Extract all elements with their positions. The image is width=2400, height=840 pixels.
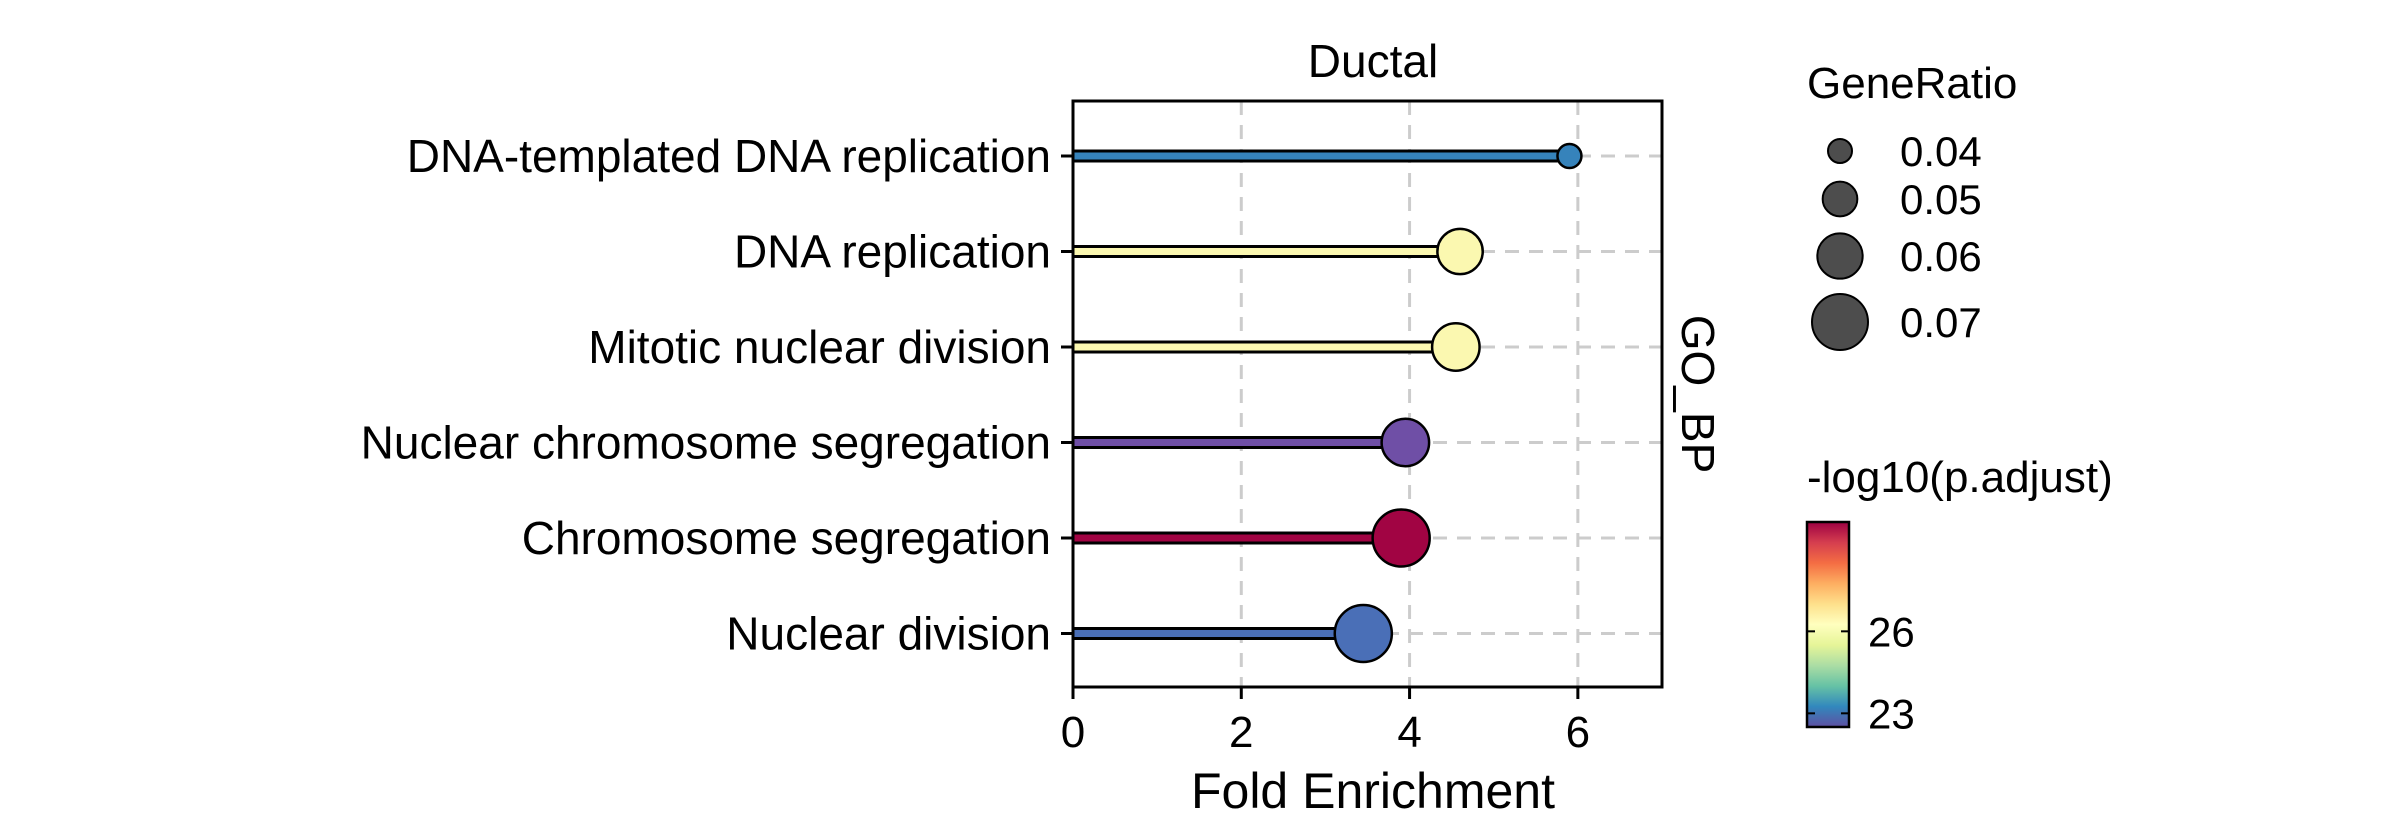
y-tick-label: Nuclear division <box>726 608 1051 660</box>
lollipop-stem <box>1071 627 1365 640</box>
grid-lines <box>1073 101 1662 687</box>
color-legend-title: -log10(p.adjust) <box>1807 453 2113 502</box>
lollipop-point <box>1380 417 1431 468</box>
x-tick-label: 0 <box>1061 708 1085 757</box>
size-legend-key <box>1811 293 1869 351</box>
size-legend-key <box>1816 232 1864 280</box>
lollipop-point <box>1371 508 1431 568</box>
colorbar <box>1805 520 1851 729</box>
lollipop-stems <box>1071 149 1571 640</box>
y-tick-label: Mitotic nuclear division <box>588 321 1051 373</box>
lollipop-point <box>1436 227 1484 276</box>
size-legend-key <box>1827 138 1853 164</box>
size-legend-label: 0.07 <box>1900 299 1982 346</box>
size-legend-title: GeneRatio <box>1807 59 2017 108</box>
x-tick-label: 4 <box>1397 708 1421 757</box>
y-tick-label: Nuclear chromosome segregation <box>361 417 1051 469</box>
colorbar-tick-label: 26 <box>1868 608 1915 655</box>
lollipop-point <box>1556 142 1583 170</box>
size-legend-label: 0.05 <box>1900 176 1982 223</box>
lollipop-stem <box>1071 245 1462 258</box>
color-legend: 23 26 <box>1805 520 1915 737</box>
x-axis-title: Fold Enrichment <box>1191 763 1555 819</box>
facet-title: Ductal <box>1308 35 1438 87</box>
lollipop-point <box>1430 322 1481 372</box>
lollipop-point <box>1333 603 1394 664</box>
x-tick-label: 6 <box>1566 708 1590 757</box>
size-legend: 0.040.05 0.06 0.07 <box>1811 128 1982 351</box>
y-tick-label: DNA replication <box>734 226 1051 278</box>
lollipop-stem <box>1071 531 1403 545</box>
x-tick-label: 2 <box>1229 708 1253 757</box>
size-legend-label: 0.04 <box>1900 128 1982 175</box>
y-tick-label: DNA-templated DNA replication <box>407 130 1051 182</box>
x-axis: 0 2 4 6 <box>1061 687 1590 757</box>
size-legend-key <box>1821 180 1859 218</box>
lollipop-stem <box>1071 436 1407 449</box>
lollipop-points <box>1333 142 1583 664</box>
facet-strip-label: GO_BP <box>1672 315 1724 474</box>
y-tick-label: Chromosome segregation <box>522 512 1051 564</box>
lollipop-stem <box>1071 149 1571 163</box>
lollipop-stem <box>1071 340 1458 354</box>
plot-panel-border <box>1071 99 1664 689</box>
y-axis: DNA-templated DNA replication DNA replica… <box>361 130 1073 660</box>
size-legend-label: 0.06 <box>1900 233 1982 280</box>
colorbar-tick-label: 23 <box>1868 690 1915 737</box>
